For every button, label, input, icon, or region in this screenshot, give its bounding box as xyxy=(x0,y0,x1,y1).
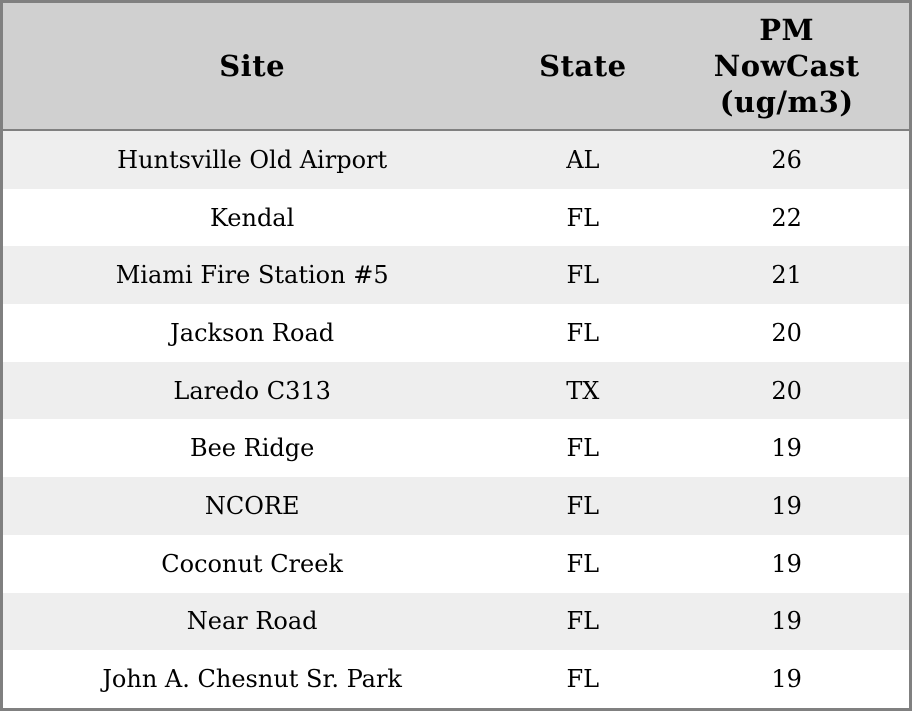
table-row: Miami Fire Station #5 FL 21 xyxy=(3,246,909,305)
pm-cell: 19 xyxy=(664,477,909,535)
state-cell: FL xyxy=(501,419,665,478)
pm-cell: 21 xyxy=(664,246,909,305)
state-cell: FL xyxy=(501,304,665,362)
table-row: Jackson Road FL 20 xyxy=(3,304,909,362)
site-cell: Miami Fire Station #5 xyxy=(3,246,502,305)
pm-cell: 19 xyxy=(664,419,909,478)
table-row: Bee Ridge FL 19 xyxy=(3,419,909,478)
header-pm-line-2: NowCast xyxy=(713,48,860,83)
header-pm-nowcast: PM NowCast (ug/m3) xyxy=(664,3,909,131)
site-cell: NCORE xyxy=(3,477,502,535)
table-row: NCORE FL 19 xyxy=(3,477,909,535)
header-pm-line-3: (ug/m3) xyxy=(719,85,854,120)
site-cell: Coconut Creek xyxy=(3,534,502,593)
table-row: Kendal FL 22 xyxy=(3,188,909,247)
site-cell: Laredo C313 xyxy=(3,361,502,420)
table-row: Laredo C313 TX 20 xyxy=(3,361,909,420)
pm-cell: 26 xyxy=(664,130,909,189)
site-cell: Jackson Road xyxy=(3,304,502,362)
state-cell: AL xyxy=(501,130,665,189)
state-cell: FL xyxy=(501,534,665,593)
pm-nowcast-table: Site State PM NowCast (ug/m3) Huntsville… xyxy=(3,3,909,708)
state-cell: FL xyxy=(501,188,665,247)
header-site: Site xyxy=(3,3,502,131)
header-row: Site State PM NowCast (ug/m3) xyxy=(3,3,909,131)
pm-cell: 22 xyxy=(664,188,909,247)
pm-cell: 20 xyxy=(664,361,909,420)
state-cell: FL xyxy=(501,477,665,535)
state-cell: FL xyxy=(501,592,665,651)
table-row: Huntsville Old Airport AL 26 xyxy=(3,130,909,189)
table-body: Huntsville Old Airport AL 26 Kendal FL 2… xyxy=(3,130,909,708)
site-cell: Huntsville Old Airport xyxy=(3,130,502,189)
site-cell: Kendal xyxy=(3,188,502,247)
table-row: John A. Chesnut Sr. Park FL 19 xyxy=(3,650,909,708)
header-state: State xyxy=(501,3,665,131)
header-pm-line-1: PM xyxy=(759,12,815,47)
pm-cell: 19 xyxy=(664,534,909,593)
site-cell: Near Road xyxy=(3,592,502,651)
state-cell: TX xyxy=(501,361,665,420)
pm-cell: 20 xyxy=(664,304,909,362)
site-cell: Bee Ridge xyxy=(3,419,502,478)
state-cell: FL xyxy=(501,650,665,708)
table-row: Coconut Creek FL 19 xyxy=(3,534,909,593)
table-header: Site State PM NowCast (ug/m3) xyxy=(3,3,909,131)
state-cell: FL xyxy=(501,246,665,305)
site-cell: John A. Chesnut Sr. Park xyxy=(3,650,502,708)
pm-cell: 19 xyxy=(664,592,909,651)
table-row: Near Road FL 19 xyxy=(3,592,909,651)
pm-cell: 19 xyxy=(664,650,909,708)
